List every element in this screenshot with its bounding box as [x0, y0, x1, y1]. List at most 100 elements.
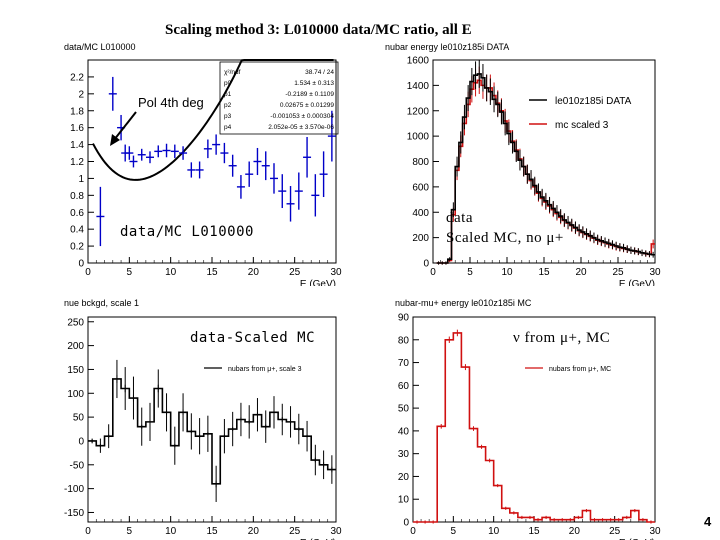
- x-tick-label: 25: [289, 526, 301, 537]
- y-tick-label: 20: [398, 472, 410, 483]
- fit-param-name: χ²/ndf: [224, 69, 241, 76]
- y-tick-label: 70: [398, 358, 410, 369]
- y-tick-label: -100: [64, 484, 84, 495]
- y-tick-label: 1: [78, 174, 84, 185]
- y-tick-label: 80: [398, 335, 410, 346]
- x-tick-label: 0: [430, 267, 436, 278]
- y-tick-label: 1.2: [70, 157, 84, 168]
- y-tick-label: 0.6: [70, 208, 84, 219]
- legend-text: nubars from μ+, scale 3: [228, 366, 302, 373]
- subtraction-hist-title: nue bckgd, scale 1: [64, 298, 139, 308]
- y-tick-label: 50: [73, 413, 85, 424]
- fit-param-name: p4: [224, 124, 232, 131]
- x-tick-label: 25: [609, 526, 621, 537]
- x-tick-label: 5: [467, 267, 473, 278]
- x-tick-label: 15: [538, 267, 550, 278]
- slide-title: Scaling method 3: L010000 data/MC ratio,…: [165, 22, 472, 38]
- x-tick-label: 30: [330, 526, 342, 537]
- y-tick-label: 0: [78, 436, 84, 447]
- x-tick-label: 20: [248, 267, 260, 278]
- x-tick-label: 20: [248, 526, 260, 537]
- fit-param-value: -0.2189 ± 0.1109: [285, 91, 334, 98]
- y-tick-label: 100: [67, 389, 84, 400]
- x-tick-label: 10: [165, 526, 177, 537]
- x-tick-label: 30: [330, 267, 342, 278]
- y-tick-label: 800: [412, 157, 429, 168]
- plot-frame: [412, 316, 656, 523]
- y-tick-label: 0: [78, 259, 84, 270]
- y-tick-label: 1200: [407, 106, 430, 117]
- y-tick-label: 250: [67, 317, 84, 328]
- y-tick-label: 30: [398, 449, 410, 460]
- y-tick-label: 1600: [407, 56, 430, 67]
- fit-param-name: p0: [224, 80, 232, 87]
- ratio-hist-title: data/MC L010000: [64, 42, 136, 52]
- x-tick-label: 30: [649, 267, 661, 278]
- energy-hist-title: nubar energy le010z185i DATA: [385, 42, 509, 52]
- y-tick-label: 90: [398, 313, 410, 324]
- data-hist: [436, 73, 655, 264]
- x-tick-label: 20: [569, 526, 581, 537]
- fit-param-value: -0.001053 ± 0.000304: [270, 113, 334, 120]
- y-tick-label: 150: [67, 365, 84, 376]
- y-tick-label: 50: [398, 404, 410, 415]
- y-tick-label: 1.6: [70, 123, 84, 134]
- y-tick-label: 0.4: [70, 225, 84, 236]
- x-axis-label: E (GeV): [300, 279, 336, 286]
- y-tick-label: 40: [398, 426, 410, 437]
- y-tick-label: 0: [423, 259, 429, 270]
- fit-param-name: p3: [224, 113, 232, 120]
- x-tick-label: 10: [501, 267, 513, 278]
- subtraction-panel: nue bckgd, scale 1 0 5 10 15 20 25 30 -150 -100 -…: [64, 298, 342, 540]
- fit-param-value: 0.02675 ± 0.01299: [280, 102, 335, 109]
- fit-param-value: 2.052e-05 ± 3.570e-06: [268, 124, 334, 131]
- x-tick-label: 25: [612, 267, 624, 278]
- y-tick-label: -150: [64, 508, 84, 519]
- legend-data-text: le010z185i DATA: [555, 96, 632, 107]
- ratio-label: data/MC L010000: [120, 224, 254, 240]
- y-tick-label: 2.2: [70, 72, 84, 83]
- nubar-mc-panel: nubar-mu+ energy le010z185i MC 0 5 10 15 20 2…: [395, 298, 661, 540]
- x-tick-label: 10: [488, 526, 500, 537]
- y-tick-label: 0.2: [70, 242, 84, 253]
- y-tick-label: 1.4: [70, 140, 84, 151]
- legend-data-label: data: [446, 210, 473, 226]
- y-tick-label: 1.8: [70, 106, 84, 117]
- x-tick-label: 30: [649, 526, 661, 537]
- legend-text: nubars from μ+, MC: [549, 366, 611, 373]
- nubar-mc-hist-title: nubar-mu+ energy le010z185i MC: [395, 298, 532, 308]
- y-tick-label: 200: [412, 233, 429, 244]
- energy-panel: nubar energy le010z185i DATA 0 5 10 15 20 25 3…: [385, 42, 661, 286]
- x-tick-label: 0: [85, 526, 91, 537]
- y-tick-label: 2: [78, 89, 84, 100]
- fit-param-name: p1: [224, 91, 232, 98]
- x-tick-label: 0: [85, 267, 91, 278]
- x-tick-label: 10: [165, 267, 177, 278]
- x-axis-label: E (GeV): [619, 538, 655, 540]
- x-tick-label: 5: [127, 526, 133, 537]
- fit-param-value: 38.74 / 24: [305, 69, 334, 76]
- x-tick-label: 20: [575, 267, 587, 278]
- y-tick-label: 1400: [407, 81, 430, 92]
- legend-mc-text: mc scaled 3: [555, 120, 609, 131]
- y-tick-label: 600: [412, 182, 429, 193]
- page-number: 4: [704, 514, 712, 529]
- y-tick-label: 0.8: [70, 191, 84, 202]
- x-tick-label: 25: [289, 267, 301, 278]
- x-axis-label: E (GeV): [300, 538, 336, 540]
- x-tick-label: 0: [410, 526, 416, 537]
- y-tick-label: 200: [67, 341, 84, 352]
- x-axis-label: E (GeV): [619, 279, 655, 286]
- y-tick-label: 10: [398, 495, 410, 506]
- legend-box: [523, 86, 653, 134]
- nubar-from-mu-annotation: ν from μ+, MC: [513, 330, 611, 346]
- x-tick-label: 15: [528, 526, 540, 537]
- x-tick-label: 5: [127, 267, 133, 278]
- nubar-mc-hist: [413, 332, 655, 523]
- y-tick-label: 1000: [407, 132, 430, 143]
- y-tick-label: 400: [412, 208, 429, 219]
- subtraction-annotation: data-Scaled MC: [190, 330, 316, 346]
- fit-stats-box: [219, 61, 339, 135]
- y-tick-label: 60: [398, 381, 410, 392]
- legend-scaled-label: Scaled MC, no μ+: [446, 230, 564, 246]
